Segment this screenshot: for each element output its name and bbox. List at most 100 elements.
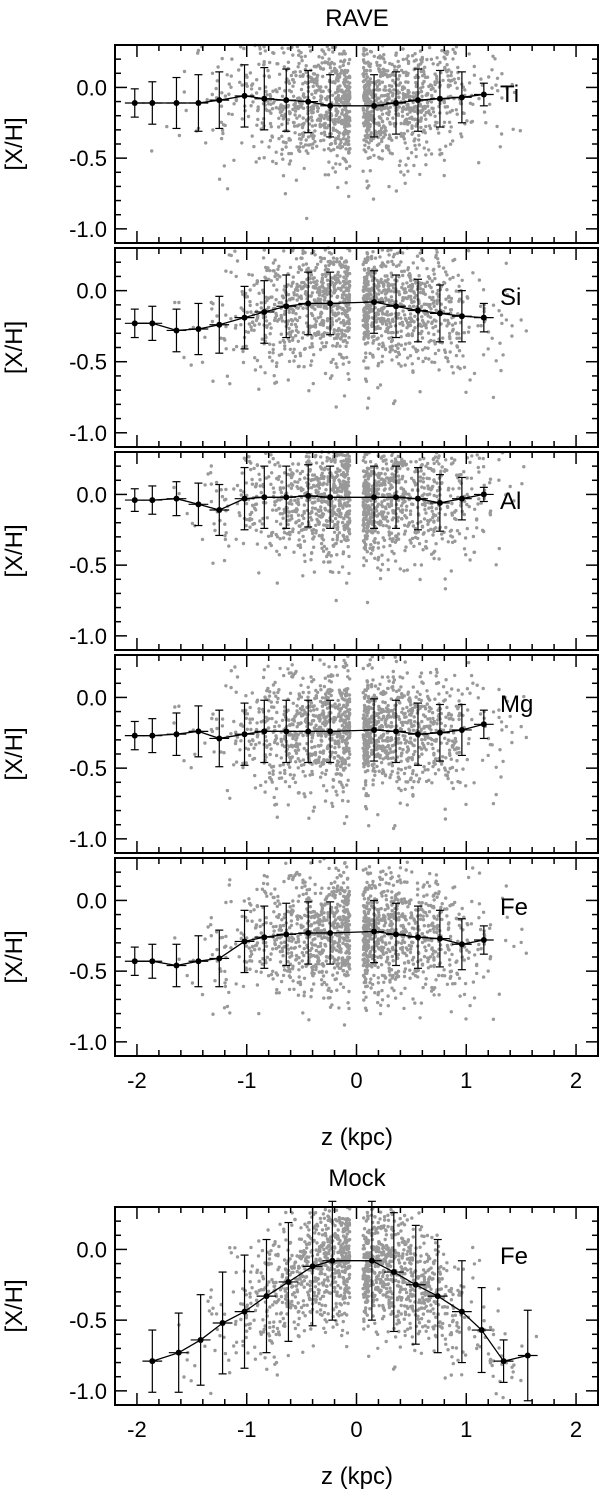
scatter-point <box>259 365 263 369</box>
scatter-point <box>312 280 316 284</box>
scatter-point <box>337 498 341 502</box>
scatter-point <box>370 286 375 290</box>
scatter-point <box>448 494 453 498</box>
scatter-point <box>417 542 422 546</box>
scatter-point <box>431 326 435 330</box>
scatter-point <box>380 562 385 567</box>
scatter-point <box>399 343 403 347</box>
scatter-point <box>383 347 388 351</box>
scatter-point <box>316 316 320 320</box>
scatter-point <box>420 57 425 61</box>
scatter-point <box>476 502 480 506</box>
scatter-point <box>278 512 282 516</box>
scatter-point <box>411 345 415 349</box>
scatter-point <box>462 331 466 335</box>
scatter-point <box>375 60 379 65</box>
scatter-point <box>271 343 276 347</box>
scatter-point <box>362 475 366 479</box>
scatter-point <box>411 328 416 333</box>
scatter-point <box>432 493 436 498</box>
scatter-point <box>378 383 383 387</box>
scatter-point <box>307 389 311 393</box>
scatter-point <box>210 92 214 97</box>
scatter-point <box>274 364 279 369</box>
scatter-point <box>432 456 436 461</box>
scatter-point <box>270 135 275 139</box>
scatter-point <box>209 471 213 475</box>
panel-mg: 0.0-0.5-1.0[X/H]Mg <box>1 654 599 854</box>
scatter-point <box>336 134 341 138</box>
scatter-point <box>330 93 335 98</box>
scatter-point <box>281 516 285 520</box>
scatter-point <box>300 336 305 340</box>
scatter-point <box>320 284 324 289</box>
scatter-point <box>315 483 320 487</box>
scatter-point <box>435 56 439 60</box>
scatter-point <box>380 112 385 116</box>
scatter-point <box>369 469 374 474</box>
mean-point <box>393 99 400 106</box>
scatter-point <box>433 114 437 119</box>
scatter-point <box>362 503 366 507</box>
scatter-point <box>333 141 338 145</box>
scatter-point <box>275 700 279 704</box>
scatter-point <box>413 109 417 114</box>
scatter-point <box>367 100 371 104</box>
scatter-point <box>448 694 452 698</box>
scatter-point <box>318 291 322 295</box>
scatter-point <box>249 310 253 314</box>
scatter-point <box>274 787 279 791</box>
scatter-point <box>417 143 421 147</box>
scatter-point <box>455 112 459 116</box>
scatter-point <box>233 326 238 330</box>
scatter-point <box>422 72 426 77</box>
scatter-point <box>323 173 327 177</box>
scatter-point <box>402 523 407 527</box>
scatter-point <box>466 296 470 300</box>
scatter-point <box>386 249 390 253</box>
scatter-point <box>383 472 387 476</box>
scatter-point <box>413 530 417 534</box>
scatter-point <box>242 46 246 51</box>
scatter-point <box>410 332 414 336</box>
scatter-point <box>340 487 345 491</box>
scatter-point <box>386 519 390 523</box>
scatter-point <box>410 132 414 136</box>
scatter-point <box>293 131 297 135</box>
scatter-point <box>456 76 461 81</box>
scatter-point <box>297 132 302 137</box>
scatter-point <box>376 386 380 390</box>
scatter-point <box>331 256 336 260</box>
scatter-point <box>510 82 514 87</box>
scatter-point <box>230 112 234 117</box>
scatter-point <box>268 92 272 97</box>
scatter-point <box>499 132 504 136</box>
scatter-point <box>344 490 348 494</box>
scatter-point <box>430 93 434 98</box>
scatter-point <box>424 302 428 306</box>
scatter-point <box>400 114 405 118</box>
scatter-point <box>296 462 300 466</box>
scatter-point <box>297 295 301 299</box>
scatter-point <box>323 272 328 276</box>
scatter-point <box>368 546 372 550</box>
scatter-point <box>275 62 279 66</box>
scatter-point <box>512 499 516 503</box>
scatter-point <box>344 467 348 471</box>
scatter-point <box>367 184 371 188</box>
scatter-point <box>333 314 337 318</box>
scatter-point <box>258 519 262 523</box>
scatter-point <box>254 91 259 95</box>
scatter-point <box>444 458 448 462</box>
scatter-point <box>401 57 405 62</box>
scatter-point <box>302 166 306 171</box>
mean-point <box>327 300 334 307</box>
scatter-point <box>331 344 335 348</box>
scatter-point <box>401 296 405 300</box>
scatter-point <box>340 565 345 569</box>
scatter-point <box>305 460 309 465</box>
scatter-point <box>435 77 439 81</box>
scatter-point <box>287 88 292 93</box>
scatter-point <box>335 294 340 299</box>
scatter-point <box>468 378 472 382</box>
